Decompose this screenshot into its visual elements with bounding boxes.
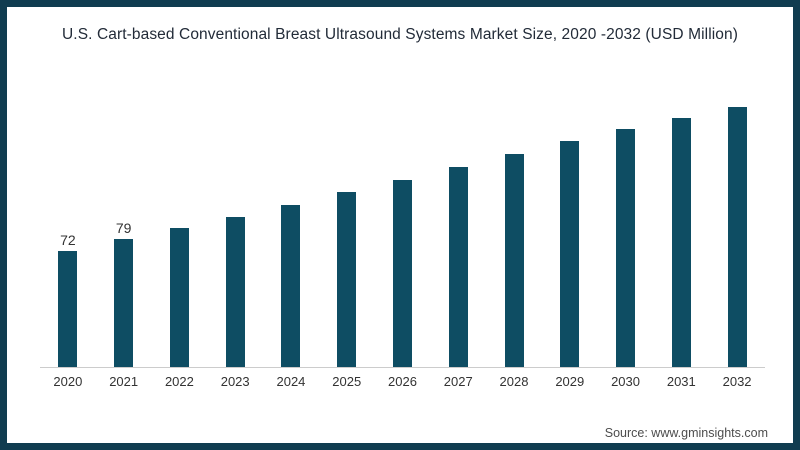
x-tick-label: 2030 <box>611 374 640 389</box>
bar <box>225 217 245 367</box>
x-tick-label: 2029 <box>555 374 585 389</box>
x-tick-label: 2028 <box>499 374 529 389</box>
bar <box>337 192 357 367</box>
x-tick-label: 2025 <box>332 374 362 389</box>
bar-column <box>319 60 375 367</box>
bar-column: 79 <box>96 60 152 367</box>
x-tick-label: 2021 <box>109 374 139 389</box>
bar-column <box>430 60 486 367</box>
bar-column <box>152 60 208 367</box>
x-tick-label: 2031 <box>666 374 696 389</box>
bar-value-label: 79 <box>115 220 132 236</box>
bar-column <box>207 60 263 367</box>
bar <box>504 154 524 367</box>
x-axis-labels: 2020 2021 2022 2023 2024 2025 2026 2027 2028 2029… <box>40 374 765 389</box>
bar <box>281 205 301 367</box>
bar <box>616 129 636 367</box>
bar <box>560 141 580 367</box>
x-tick-label: 2023 <box>220 374 250 389</box>
bar <box>392 180 412 367</box>
bar-value-label: 72 <box>60 232 76 248</box>
bar-column <box>486 60 542 367</box>
bar-column: 72 <box>40 60 96 367</box>
bar-column <box>653 60 709 367</box>
bar <box>169 228 189 367</box>
bar <box>727 107 747 367</box>
source-credit: Source: www.gminsights.com <box>604 426 768 440</box>
bar-column <box>263 60 319 367</box>
bar-column <box>542 60 598 367</box>
bar <box>114 239 134 367</box>
x-tick-label: 2026 <box>388 374 417 389</box>
bar-column <box>709 60 765 367</box>
bar-column <box>598 60 654 367</box>
x-tick-label: 2022 <box>164 374 194 389</box>
chart-title: U.S. Cart-based Conventional Breast Ultr… <box>62 26 738 43</box>
plot-area: 72 79 <box>40 60 765 368</box>
x-tick-label: 2027 <box>443 374 473 389</box>
bar <box>671 118 691 367</box>
x-tick-label: 2020 <box>53 374 83 389</box>
bar-column <box>375 60 431 367</box>
x-tick-label: 2032 <box>722 374 752 389</box>
bar <box>58 251 78 367</box>
bar <box>448 167 468 367</box>
x-tick-label: 2024 <box>276 374 306 389</box>
